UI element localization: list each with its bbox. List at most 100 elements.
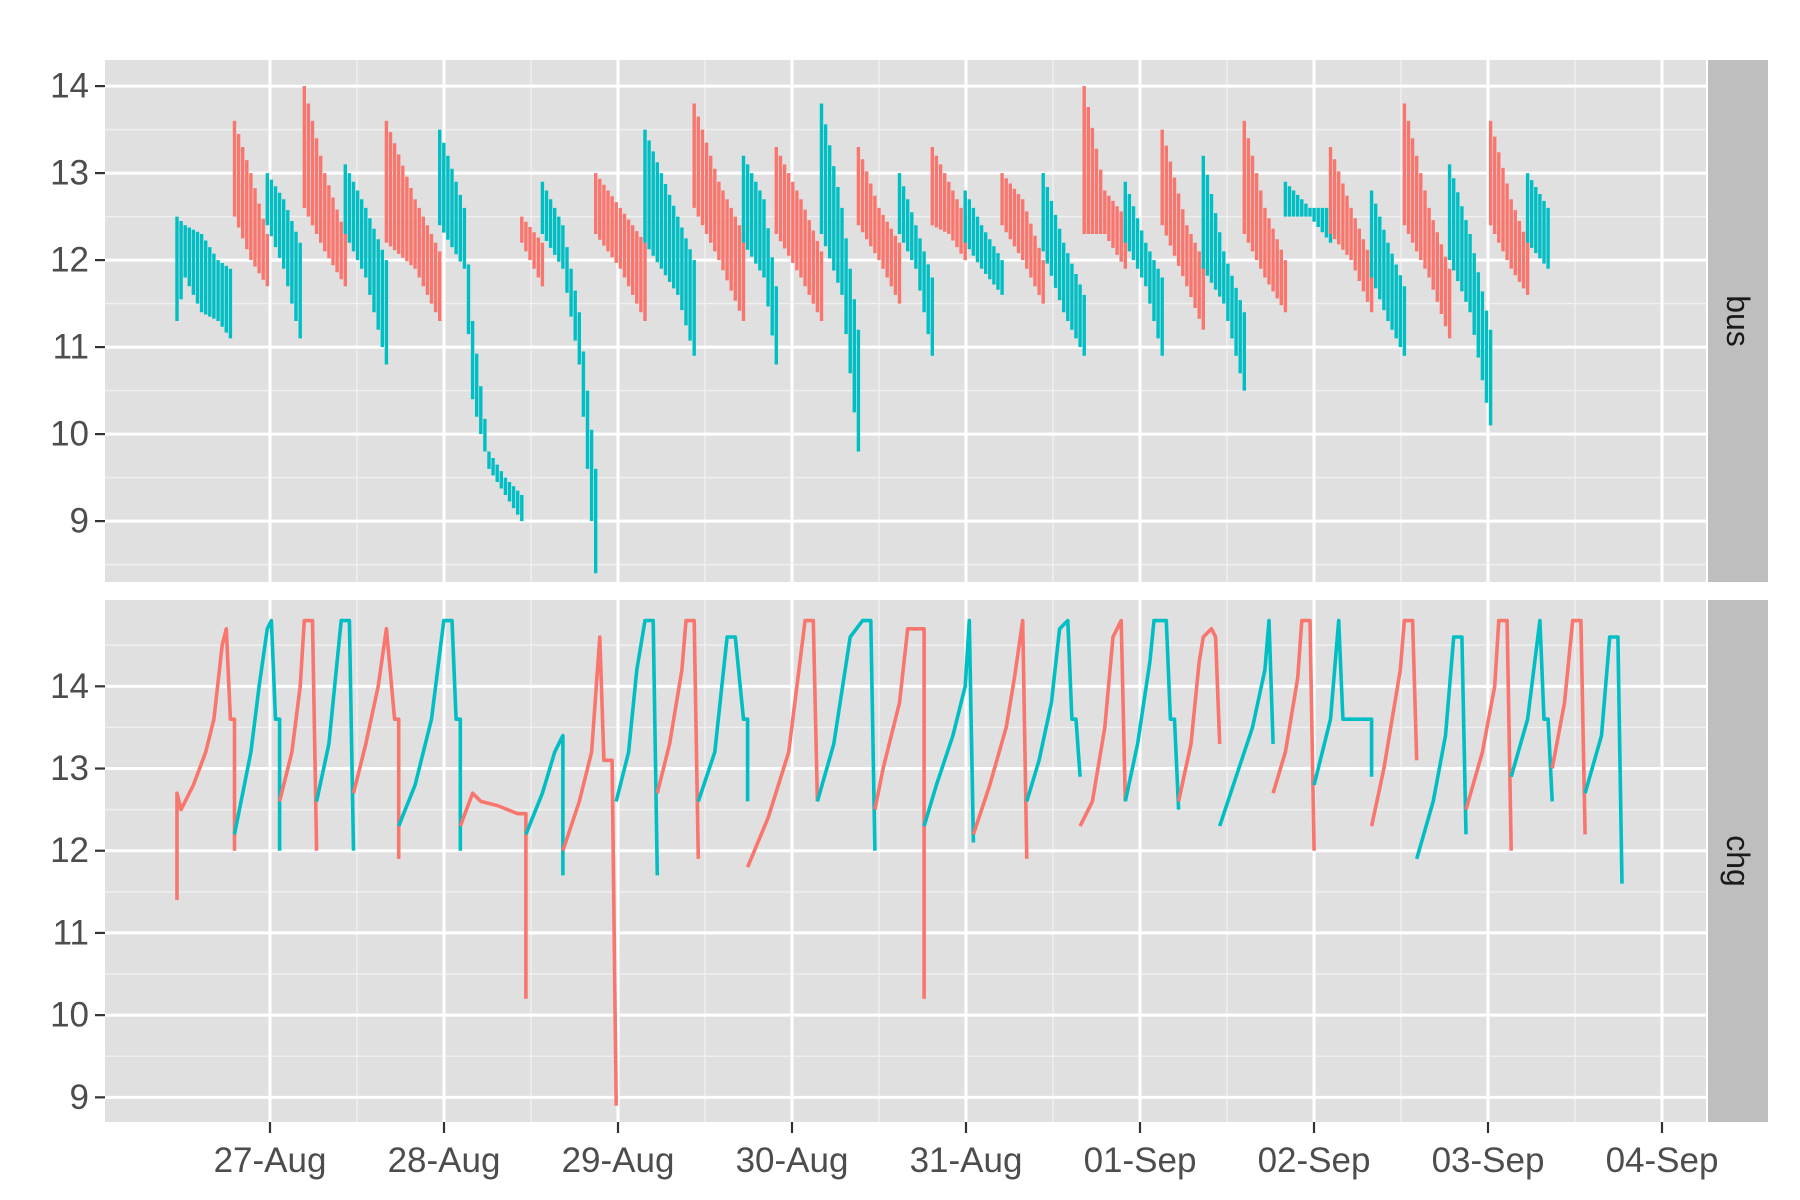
series-band	[1525, 173, 1550, 269]
series-chg-13	[815, 618, 877, 851]
series-band	[1242, 120, 1288, 313]
series-bus-29	[1402, 103, 1452, 339]
y-tick-label: 11	[53, 913, 89, 952]
series-bus-26	[1283, 181, 1333, 243]
facet-strip-label: chg	[1720, 835, 1756, 887]
series-bus-31	[1488, 120, 1530, 295]
series-chg-12	[745, 618, 820, 868]
series-bus-10	[643, 129, 696, 356]
series-band	[1328, 147, 1374, 313]
facet-strip-label: bus	[1720, 295, 1756, 347]
series-line	[614, 618, 660, 876]
series-band	[302, 86, 347, 287]
series-line	[232, 618, 282, 851]
series-band	[774, 147, 824, 321]
y-tick-label: 10	[50, 415, 89, 454]
series-band	[1402, 103, 1452, 339]
series-line	[1464, 618, 1513, 851]
series-band	[643, 129, 696, 356]
y-tick-label: 9	[70, 1078, 89, 1117]
series-chg-15	[922, 618, 976, 843]
series-band	[1447, 164, 1493, 426]
x-tick-label: 03-Sep	[1432, 1141, 1545, 1180]
series-band	[520, 216, 545, 287]
series-chg-21	[1217, 618, 1275, 827]
series-chg-9	[614, 618, 660, 876]
series-chg-29	[1583, 635, 1624, 884]
series-bus-30	[1447, 164, 1493, 426]
series-band	[1488, 120, 1530, 295]
series-chg-1	[232, 618, 282, 851]
series-line	[815, 618, 877, 851]
x-tick-label: 31-Aug	[910, 1141, 1023, 1180]
series-bus-12	[741, 155, 778, 365]
series-bus-4	[343, 164, 389, 365]
series-chg-10	[655, 618, 701, 859]
y-tick-label: 14	[50, 667, 89, 706]
series-bus-18	[963, 190, 1004, 295]
series-bus-2	[265, 173, 302, 339]
panels-layer: bus chg	[105, 60, 1768, 1122]
y-tick-label: 12	[50, 831, 89, 870]
series-bus-5	[384, 120, 442, 321]
series-band	[1283, 181, 1333, 243]
x-tick-label: 04-Sep	[1606, 1141, 1719, 1180]
series-line	[175, 627, 237, 900]
series-line	[745, 618, 820, 868]
series-line	[1123, 618, 1181, 810]
series-line	[458, 791, 528, 999]
series-line	[314, 618, 356, 851]
series-chg-2	[277, 618, 319, 851]
y-tick-label: 13	[50, 749, 89, 788]
y-tick-label: 9	[70, 502, 89, 541]
y-tick-label: 11	[53, 328, 89, 367]
series-chg-11	[696, 635, 750, 802]
series-bus-13	[774, 147, 824, 321]
series-bus-27	[1328, 147, 1374, 313]
series-chg-0	[175, 627, 237, 901]
series-chg-4	[351, 627, 401, 859]
series-bus-9	[594, 173, 647, 321]
series-line	[655, 618, 701, 859]
series-line	[1312, 618, 1374, 786]
series-bus-14	[819, 103, 861, 452]
series-line	[1369, 618, 1419, 827]
series-bus-25	[1242, 120, 1288, 313]
series-chg-26	[1464, 618, 1513, 851]
series-line	[1217, 618, 1275, 827]
series-bus-7	[520, 216, 545, 287]
series-line	[351, 627, 401, 859]
series-line	[524, 733, 565, 876]
series-line	[1078, 618, 1128, 827]
series-bus-19	[1000, 173, 1045, 304]
series-line	[971, 618, 1029, 859]
facet-strip-bus	[1708, 60, 1768, 582]
series-chg-7	[524, 733, 565, 876]
series-chg-19	[1123, 618, 1181, 810]
series-bus-6	[438, 129, 524, 522]
y-tick-label: 10	[50, 996, 89, 1035]
series-band	[1082, 86, 1127, 269]
series-layer	[175, 86, 1624, 1106]
series-bus-22	[1123, 181, 1164, 356]
series-bus-8	[540, 181, 598, 574]
series-bus-0	[175, 216, 233, 339]
facet-strip-chg	[1708, 600, 1768, 1122]
series-line	[397, 618, 463, 851]
series-chg-24	[1369, 618, 1419, 827]
series-line	[873, 627, 926, 999]
series-line	[277, 618, 319, 851]
series-bus-32	[1525, 173, 1550, 269]
series-bus-15	[856, 147, 902, 304]
series-bus-3	[302, 86, 347, 287]
series-line	[1509, 618, 1554, 802]
x-tick-label: 27-Aug	[214, 1141, 327, 1180]
axes-layer: 9 10 11 12 13 14 9 10 11 12 13 14 27-Aug 28-Aug 29-Aug…	[50, 67, 1718, 1180]
series-bus-23	[1160, 129, 1205, 330]
series-bus-16	[897, 173, 934, 356]
series-chg-25	[1414, 635, 1468, 860]
series-chg-8	[561, 635, 618, 1106]
series-line	[1271, 618, 1316, 851]
series-chg-16	[971, 618, 1029, 859]
